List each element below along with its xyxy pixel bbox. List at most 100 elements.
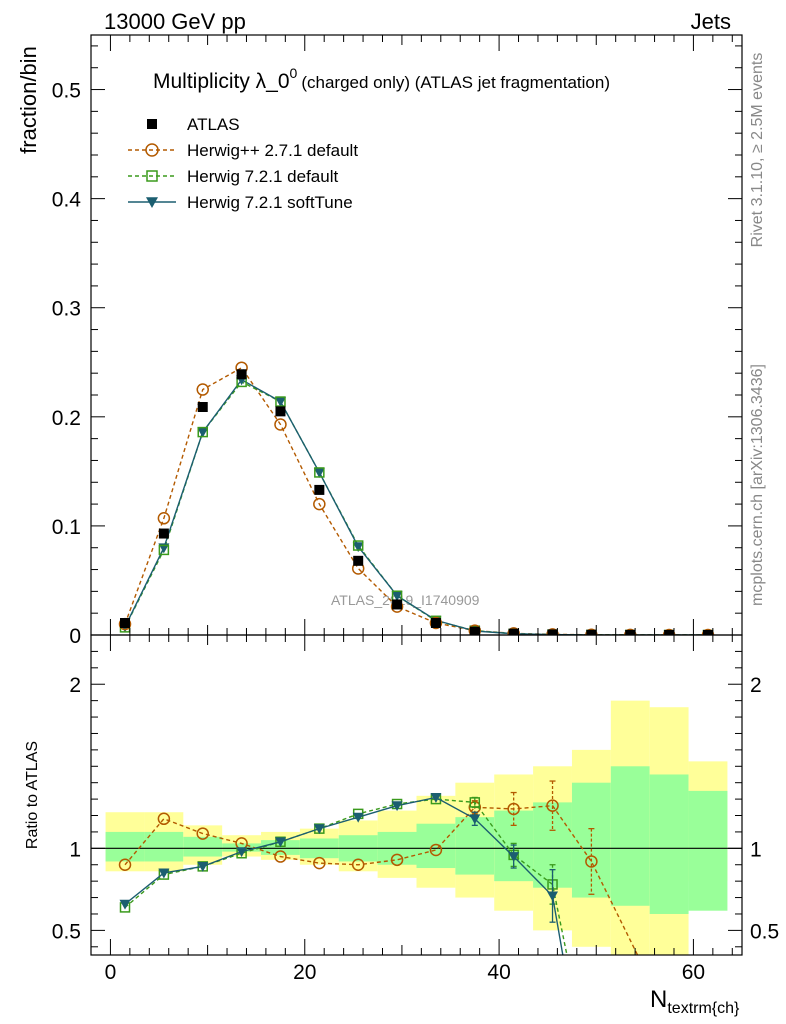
top-ytick-label: 0.1	[52, 516, 81, 539]
ratio-point-2	[236, 847, 248, 858]
ratio-point-2	[313, 824, 325, 835]
data-point-3	[274, 397, 286, 408]
ratio-uncertainty-bands	[105, 700, 728, 955]
axes: 0 0.1 0.2 0.3 0.4 0.5 0 20 40 60 0.5 0.5 1 1 2 2	[52, 34, 779, 984]
ratio-frame	[90, 634, 743, 956]
ratio-point-0	[196, 827, 209, 840]
ratio-xtick-label: 60	[682, 961, 705, 984]
data-point-2	[352, 540, 364, 551]
ratio-point-0	[546, 799, 559, 812]
data-point-1	[507, 627, 520, 635]
ratio-point-0	[118, 858, 132, 871]
data-point-0	[314, 484, 325, 495]
data-point-0	[508, 628, 519, 635]
data-point-0	[586, 629, 597, 635]
data-point-0	[547, 629, 558, 635]
top-ytick-label: 0.5	[52, 80, 81, 103]
ratio-ytick-label-right: 0.5	[750, 920, 779, 943]
legend-marker-0	[147, 119, 157, 129]
top-ylabel: fraction/bin	[16, 46, 41, 154]
plot-title: Multiplicity λ_00 (charged only) (ATLAS j…	[153, 65, 610, 93]
ratio-point-0	[157, 812, 171, 826]
ratio-ytick-label-right: 1	[750, 838, 762, 861]
data-point-1	[429, 616, 443, 630]
ratio-point-2	[197, 861, 209, 872]
data-point-0	[430, 618, 441, 628]
data-point-3	[352, 542, 364, 553]
green-band-bin	[455, 817, 495, 875]
data-point-3	[197, 427, 209, 438]
ratio-point-2	[391, 801, 403, 812]
data-point-2	[275, 396, 286, 407]
green-band-bin	[183, 836, 223, 857]
ratio-point-0	[274, 850, 287, 863]
data-point-0	[469, 626, 480, 635]
ratio-ytick-label-right: 2	[750, 674, 762, 697]
analysis-watermark: ATLAS_2019_I1740909	[331, 592, 480, 608]
green-band-bin	[416, 823, 456, 869]
data-point-0	[353, 555, 364, 566]
ratio-ytick-label-left: 1	[69, 838, 81, 861]
data-point-1	[196, 383, 209, 396]
ratio-xlabel: Ntextrm{ch}	[650, 986, 740, 1017]
ratio-point-2	[274, 837, 286, 848]
series-line-1	[124, 366, 708, 635]
data-point-1	[157, 512, 171, 525]
legend-label-0: ATLAS	[187, 115, 240, 134]
data-point-1	[546, 628, 559, 635]
legend-label-2: Herwig 7.2.1 default	[187, 167, 338, 186]
ratio-point-0	[313, 856, 326, 870]
ratio-point-1	[469, 797, 481, 808]
data-point-0	[236, 369, 247, 380]
ratio-point-0	[507, 802, 520, 816]
ratio-point-2	[508, 852, 520, 863]
ratio-point-0	[429, 843, 443, 857]
top-ytick-label: 0.2	[52, 407, 81, 430]
ratio-point-2	[430, 793, 442, 803]
mcplots-label: mcplots.cern.ch [arXiv:1306.3436]	[749, 364, 766, 606]
ratio-ylabel: Ratio to ATLAS	[24, 741, 41, 849]
ratio-point-2	[119, 899, 131, 910]
ratio-line-0	[124, 804, 639, 955]
energy-label: 13000 GeV pp	[104, 9, 246, 34]
legend-label-1: Herwig++ 2.7.1 default	[187, 141, 358, 160]
top-ytick-label: 0	[69, 625, 81, 648]
plot-title-main: Multiplicity λ_0	[153, 70, 290, 93]
green-band-bin	[105, 831, 145, 862]
top-plot-area	[118, 361, 715, 635]
top-ytick-label: 0.4	[52, 189, 82, 212]
data-point-0	[158, 528, 169, 539]
legend: ATLAS Herwig++ 2.7.1 default Herwig 7.2.1 …	[128, 115, 358, 212]
ratio-plot-area	[91, 780, 742, 955]
data-point-0	[275, 406, 286, 417]
rivet-version-label: Rivet 3.1.10, ≥ 2.5M events	[749, 53, 766, 248]
legend-marker-2	[146, 170, 158, 182]
data-point-3	[391, 591, 403, 602]
top-ytick-label: 0.3	[52, 298, 81, 321]
legend-label-3: Herwig 7.2.1 softTune	[187, 193, 353, 212]
data-point-2	[314, 467, 325, 478]
data-point-1	[468, 624, 482, 635]
ratio-xtick-label: 0	[105, 961, 117, 984]
green-band-bin	[144, 831, 184, 862]
data-point-0	[120, 618, 131, 628]
ratio-point-2	[547, 891, 559, 902]
plot-subtitle: (charged only) (ATLAS jet fragmentation)	[301, 73, 610, 92]
plot-title-sup: 0	[290, 65, 298, 81]
data-point-1	[274, 418, 287, 431]
data-point-2	[158, 544, 170, 556]
data-point-3	[313, 468, 325, 478]
legend-marker-3	[146, 197, 158, 208]
data-point-0	[625, 629, 636, 635]
data-point-0	[702, 629, 713, 635]
ratio-point-2	[469, 814, 481, 825]
ratio-point-2	[158, 868, 170, 879]
data-point-2	[197, 426, 208, 438]
ratio-point-0	[585, 855, 598, 868]
process-label: Jets	[691, 9, 731, 34]
ratio-ytick-label-left: 0.5	[52, 920, 81, 943]
green-band-bin	[649, 774, 689, 914]
ratio-point-0	[351, 858, 365, 871]
data-point-0	[197, 402, 208, 412]
